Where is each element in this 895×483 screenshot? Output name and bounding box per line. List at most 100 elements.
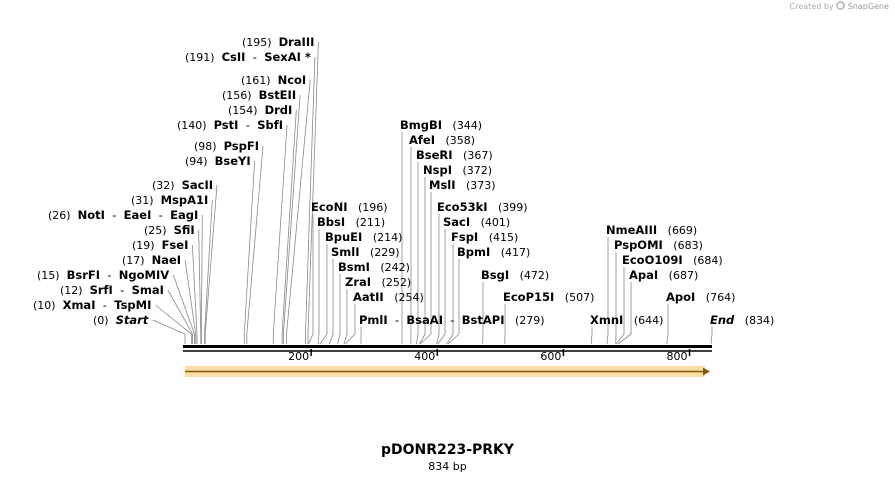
connector-line <box>437 229 446 345</box>
enzyme-site-32[interactable]: SacI (401) <box>443 215 510 229</box>
enzyme-label[interactable]: End (834) <box>710 313 774 327</box>
enzyme-label[interactable]: EcoNI (196) <box>311 200 388 214</box>
enzyme-site-28[interactable]: BseRI (367) <box>416 148 493 162</box>
enzyme-label[interactable]: NmeAIII (669) <box>606 223 697 237</box>
enzyme-site-39[interactable]: PspOMI (683) <box>614 238 703 252</box>
enzyme-site-3[interactable]: (15) BsrFI - NgoMIV <box>37 268 169 282</box>
enzyme-label[interactable]: (195) DraIII <box>242 35 314 49</box>
enzyme-label[interactable]: (154) DrdI <box>228 103 292 117</box>
enzyme-site-22[interactable]: BsmI (242) <box>338 260 410 274</box>
enzyme-site-20[interactable]: BpuEI (214) <box>325 230 402 244</box>
enzyme-site-41[interactable]: ApaI (687) <box>629 268 698 282</box>
enzyme-position: (26) <box>48 209 78 222</box>
enzyme-site-34[interactable]: BpmI (417) <box>457 245 530 259</box>
enzyme-label[interactable]: SacI (401) <box>443 215 510 229</box>
enzyme-site-9[interactable]: (32) SacII <box>152 178 213 192</box>
enzyme-label[interactable]: ZraI (252) <box>345 275 411 289</box>
enzyme-label[interactable]: BseRI (367) <box>416 148 493 162</box>
enzyme-position: (279) <box>504 314 544 327</box>
enzyme-label[interactable]: EcoO109I (684) <box>622 253 723 267</box>
enzyme-site-17[interactable]: (195) DraIII <box>242 35 314 49</box>
enzyme-name: BsmI <box>338 260 370 274</box>
enzyme-site-2[interactable]: (12) SrfI - SmaI <box>60 283 164 297</box>
enzyme-label[interactable]: (17) NaeI <box>122 253 181 267</box>
enzyme-label[interactable]: (32) SacII <box>152 178 213 192</box>
enzyme-site-6[interactable]: (25) SfiI <box>144 223 195 237</box>
enzyme-site-21[interactable]: SmlI (229) <box>331 245 400 259</box>
enzyme-label[interactable]: (94) BseYI <box>185 154 251 168</box>
enzyme-site-43[interactable]: End (834) <box>710 313 774 327</box>
enzyme-site-30[interactable]: MslI (373) <box>429 178 496 192</box>
enzyme-label[interactable]: (19) FseI <box>132 238 188 252</box>
enzyme-site-26[interactable]: BmgBI (344) <box>400 118 482 132</box>
enzyme-site-24[interactable]: AatII (254) <box>353 290 424 304</box>
enzyme-label[interactable]: Eco53kI (399) <box>437 200 528 214</box>
enzyme-site-10[interactable]: (94) BseYI <box>185 154 251 168</box>
enzyme-site-1[interactable]: (10) XmaI - TspMI <box>33 298 151 312</box>
enzyme-site-23[interactable]: ZraI (252) <box>345 275 411 289</box>
enzyme-label[interactable]: BpmI (417) <box>457 245 530 259</box>
name-separator: - <box>113 283 132 297</box>
enzyme-label[interactable]: AfeI (358) <box>409 133 475 147</box>
scale-tick-label: 400 <box>414 350 435 363</box>
enzyme-site-5[interactable]: (19) FseI <box>132 238 188 252</box>
enzyme-label[interactable]: FspI (415) <box>451 230 518 244</box>
enzyme-label[interactable]: AatII (254) <box>353 290 424 304</box>
enzyme-label[interactable]: ApoI (764) <box>666 290 735 304</box>
enzyme-label[interactable]: BsgI (472) <box>481 268 549 282</box>
enzyme-site-16[interactable]: (191) CsII - SexAI * <box>185 50 311 64</box>
enzyme-site-0[interactable]: (0) Start <box>93 313 149 327</box>
connector-line <box>319 244 328 345</box>
enzyme-label[interactable]: BsmI (242) <box>338 260 410 274</box>
enzyme-site-38[interactable]: NmeAIII (669) <box>606 223 697 237</box>
enzyme-site-13[interactable]: (154) DrdI <box>228 103 292 117</box>
enzyme-site-4[interactable]: (17) NaeI <box>122 253 181 267</box>
enzyme-label[interactable]: BbsI (211) <box>317 215 385 229</box>
enzyme-site-27[interactable]: AfeI (358) <box>409 133 475 147</box>
enzyme-label[interactable]: (140) PstI - SbfI <box>177 118 283 132</box>
enzyme-site-8[interactable]: (31) MspA1I <box>131 193 208 207</box>
enzyme-position: (214) <box>362 231 402 244</box>
enzyme-site-18[interactable]: EcoNI (196) <box>311 200 388 214</box>
enzyme-label[interactable]: (15) BsrFI - NgoMIV <box>37 268 169 282</box>
enzyme-label[interactable]: XmnI (644) <box>590 313 663 327</box>
enzyme-label[interactable]: BpuEI (214) <box>325 230 402 244</box>
enzyme-site-42[interactable]: ApoI (764) <box>666 290 735 304</box>
enzyme-name: SacII <box>182 178 213 192</box>
enzyme-label[interactable]: (26) NotI - EaeI - EagI <box>48 208 198 222</box>
enzyme-label[interactable]: ApaI (687) <box>629 268 698 282</box>
enzyme-label[interactable]: SmlI (229) <box>331 245 400 259</box>
enzyme-site-25[interactable]: PmlI - BsaAI - BstAPI (279) <box>359 313 545 327</box>
enzyme-site-12[interactable]: (140) PstI - SbfI <box>177 118 283 132</box>
enzyme-site-31[interactable]: Eco53kI (399) <box>437 200 528 214</box>
enzyme-label[interactable]: PmlI - BsaAI - BstAPI (279) <box>359 313 545 327</box>
enzyme-label[interactable]: EcoP15I (507) <box>503 290 594 304</box>
enzyme-site-33[interactable]: FspI (415) <box>451 230 518 244</box>
enzyme-label[interactable]: (12) SrfI - SmaI <box>60 283 164 297</box>
enzyme-label[interactable]: MslI (373) <box>429 178 496 192</box>
enzyme-label[interactable]: (25) SfiI <box>144 223 195 237</box>
enzyme-site-7[interactable]: (26) NotI - EaeI - EagI <box>48 208 198 222</box>
enzyme-position: (472) <box>509 269 549 282</box>
enzyme-label[interactable]: (10) XmaI - TspMI <box>33 298 151 312</box>
enzyme-name: Start <box>116 313 149 327</box>
name-separator: - <box>443 313 462 327</box>
enzyme-label[interactable]: BmgBI (344) <box>400 118 482 132</box>
enzyme-site-19[interactable]: BbsI (211) <box>317 215 385 229</box>
enzyme-label[interactable]: (98) PspFI <box>194 139 259 153</box>
enzyme-site-29[interactable]: NspI (372) <box>423 163 492 177</box>
enzyme-site-36[interactable]: EcoP15I (507) <box>503 290 594 304</box>
enzyme-label[interactable]: (0) Start <box>93 313 149 327</box>
enzyme-site-37[interactable]: XmnI (644) <box>590 313 663 327</box>
enzyme-label[interactable]: (161) NcoI <box>241 73 306 87</box>
enzyme-label[interactable]: NspI (372) <box>423 163 492 177</box>
enzyme-label[interactable]: (191) CsII - SexAI * <box>185 50 311 64</box>
enzyme-site-40[interactable]: EcoO109I (684) <box>622 253 723 267</box>
enzyme-site-35[interactable]: BsgI (472) <box>481 268 549 282</box>
enzyme-site-14[interactable]: (156) BstEII <box>222 88 296 102</box>
enzyme-label[interactable]: (31) MspA1I <box>131 193 208 207</box>
enzyme-site-11[interactable]: (98) PspFI <box>194 139 259 153</box>
enzyme-label[interactable]: (156) BstEII <box>222 88 296 102</box>
enzyme-label[interactable]: PspOMI (683) <box>614 238 703 252</box>
enzyme-site-15[interactable]: (161) NcoI <box>241 73 306 87</box>
